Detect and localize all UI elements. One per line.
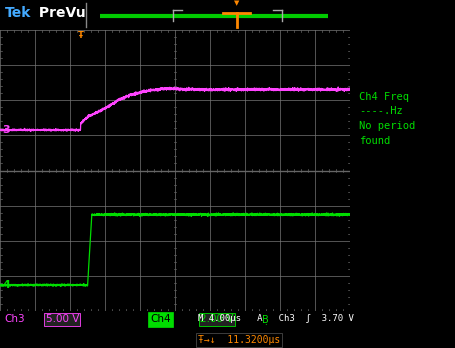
Text: Ch4: Ch4 — [150, 315, 171, 324]
Text: Ch3: Ch3 — [5, 315, 25, 324]
Text: Ŧ: Ŧ — [78, 31, 84, 40]
Text: M 4.00μs   A   Ch3  ʃ  3.70 V: M 4.00μs A Ch3 ʃ 3.70 V — [198, 314, 354, 323]
Text: 2.00 V: 2.00 V — [200, 315, 233, 324]
Text: 4: 4 — [3, 280, 10, 290]
Text: ▼: ▼ — [234, 1, 239, 7]
Text: PreVu: PreVu — [34, 6, 86, 20]
Text: Ch4 Freq
----.Hz
No period
found: Ch4 Freq ----.Hz No period found — [359, 92, 415, 146]
Text: Tek: Tek — [5, 6, 31, 20]
Text: Ḅ: Ḅ — [262, 315, 268, 324]
Text: 3: 3 — [3, 125, 10, 135]
Text: Ŧ→↓  11.3200μs: Ŧ→↓ 11.3200μs — [198, 335, 280, 345]
Text: 5.00 V: 5.00 V — [46, 315, 79, 324]
